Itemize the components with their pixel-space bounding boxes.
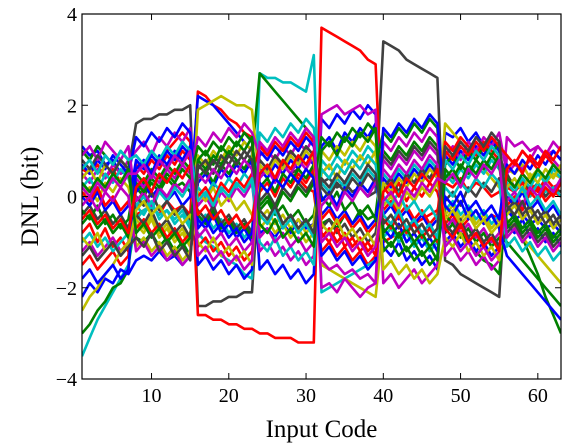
series-line-31 [82, 131, 561, 262]
x-tick-label: 60 [528, 385, 548, 407]
series-line-4 [82, 53, 561, 357]
y-tick-label: 2 [67, 95, 77, 117]
y-axis-title: DNL (bit) [17, 147, 44, 247]
y-tick-label: −4 [56, 369, 77, 391]
y-tick-label: 0 [67, 187, 77, 209]
x-axis: 10 20 30 40 50 60 [142, 14, 548, 407]
series-line-32 [82, 126, 561, 271]
series-line-26 [82, 113, 561, 321]
series-layer [82, 26, 561, 357]
x-tick-label: 10 [142, 385, 162, 407]
x-tick-label: 50 [451, 385, 471, 407]
x-tick-label: 30 [296, 385, 316, 407]
y-axis: −4 −2 0 2 4 [56, 4, 561, 391]
y-tick-label: −2 [56, 278, 77, 300]
x-tick-label: 20 [219, 385, 239, 407]
series-line-25 [82, 154, 561, 267]
series-line-29 [82, 126, 561, 262]
series-line-27 [82, 140, 561, 239]
x-axis-title: Input Code [266, 416, 378, 443]
series-line-17 [82, 126, 561, 285]
x-tick-label: 40 [373, 385, 393, 407]
plot-area [81, 13, 562, 380]
y-tick-label: 4 [67, 4, 77, 26]
